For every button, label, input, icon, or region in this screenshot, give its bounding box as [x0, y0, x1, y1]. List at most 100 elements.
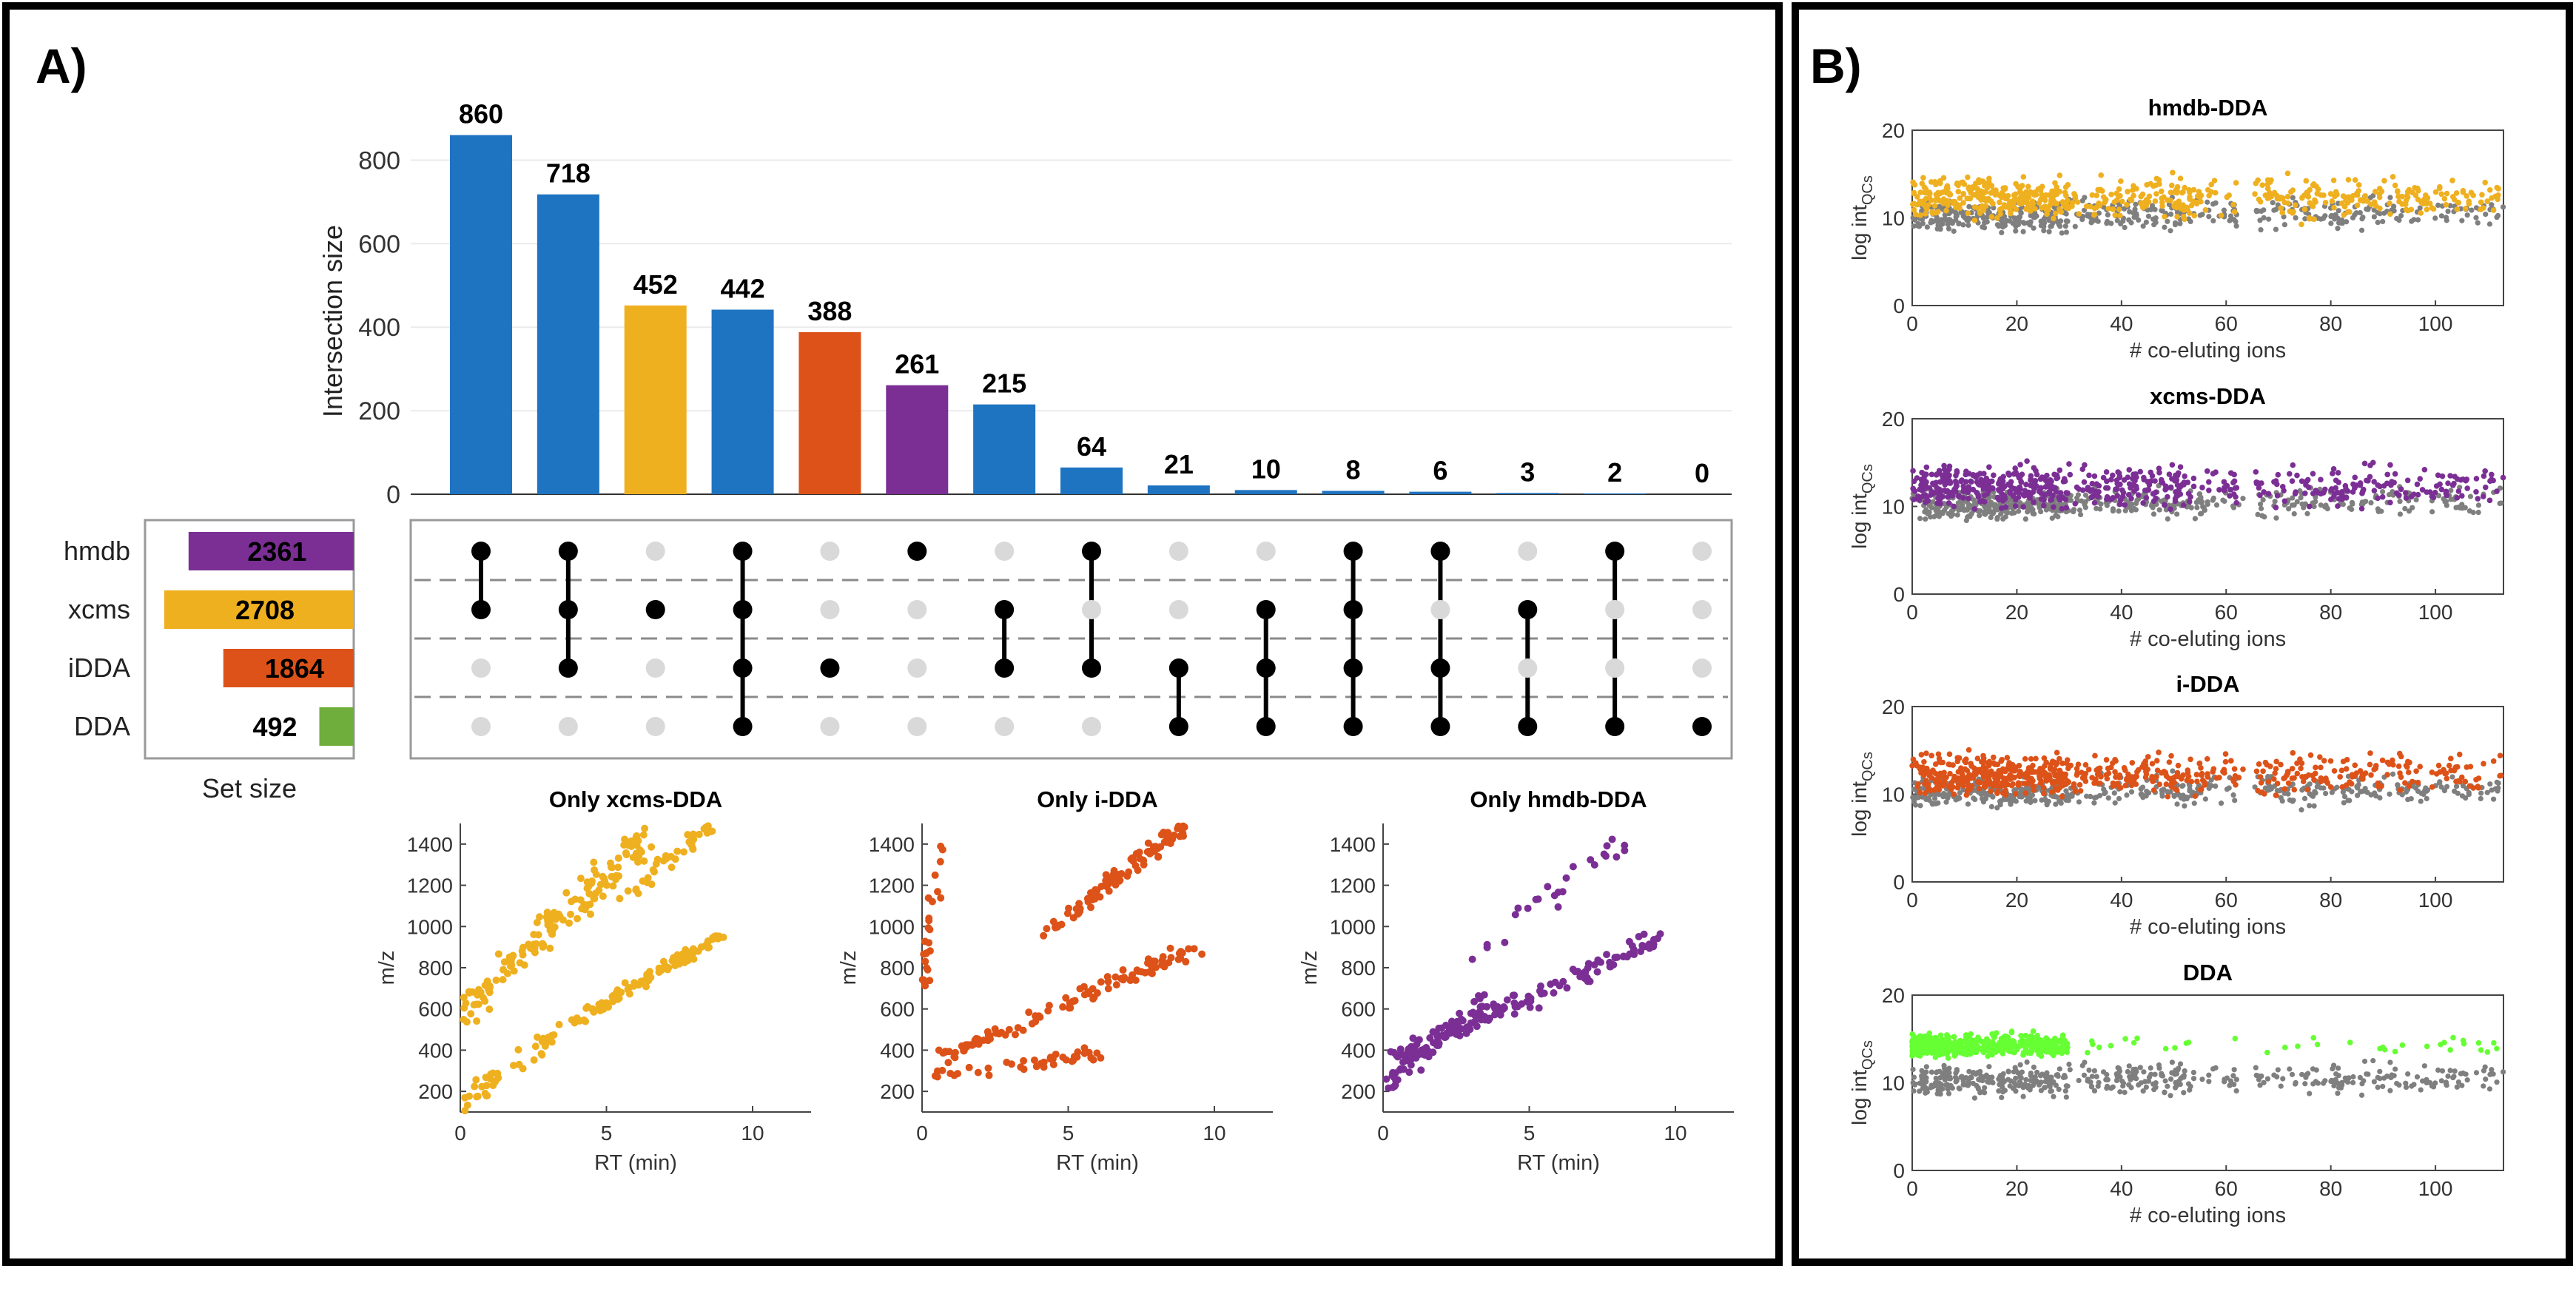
b-highlight-point [2478, 199, 2484, 205]
b-highlight-point [2271, 776, 2277, 782]
y-tick-label: 600 [358, 230, 400, 258]
b-background-point [2073, 224, 2078, 229]
b-highlight-point [1982, 493, 1988, 499]
matrix-dot-inactive [820, 542, 839, 561]
b-background-point [2322, 1078, 2327, 1083]
b-background-point [2069, 794, 2074, 799]
b-highlight-point [2259, 182, 2265, 188]
b-background-point [1953, 1079, 1958, 1084]
scatter-point [702, 942, 709, 949]
b-background-point [2405, 797, 2410, 802]
b-highlight-point [2353, 177, 2358, 183]
b-highlight-point [2057, 172, 2062, 178]
b-background-point [2054, 795, 2059, 800]
scatter-point [1140, 861, 1148, 869]
b-highlight-point [2464, 485, 2470, 491]
x-tick-label: 0 [1906, 601, 1918, 624]
b-highlight-point [2494, 488, 2500, 494]
y-tick-label: 1200 [407, 875, 453, 897]
b-highlight-point [2381, 178, 2387, 183]
b-highlight-point [1997, 488, 2002, 494]
b-highlight-point [1932, 203, 1938, 209]
b-highlight-point [2456, 488, 2462, 494]
b-background-point [2377, 1069, 2382, 1074]
b-highlight-point [2328, 758, 2334, 764]
b-background-point [2013, 1076, 2018, 1081]
b-background-point [2474, 1070, 2479, 1075]
scatter-point [460, 1016, 467, 1023]
scatter-point [1594, 968, 1601, 976]
x-tick-label: 0 [916, 1122, 928, 1145]
b-highlight-point [1960, 488, 1966, 494]
scatter-point [1106, 887, 1113, 894]
scatter-point [495, 950, 502, 957]
b-highlight-point [2124, 202, 2130, 208]
b-highlight-point [2080, 775, 2086, 781]
b-highlight-point [2151, 787, 2157, 793]
b-highlight-point [2002, 193, 2008, 199]
b-background-point [2133, 507, 2139, 512]
scatter-point [1091, 994, 1098, 1001]
scatter-point [1073, 905, 1080, 912]
scatter-point [477, 988, 485, 996]
b-highlight-point [1966, 775, 1972, 781]
b-highlight-point [2101, 475, 2107, 481]
b-background-point [2097, 793, 2102, 798]
b-highlight-point [2065, 778, 2071, 784]
b-background-point [1911, 794, 1917, 799]
b-background-point [2038, 509, 2043, 514]
b-background-point [2418, 1087, 2424, 1092]
b-background-point [2299, 1072, 2304, 1077]
b-background-point [2312, 803, 2317, 809]
x-tick-label: 40 [2110, 312, 2133, 335]
b-background-point [2076, 492, 2081, 497]
b-highlight-point [2172, 478, 2178, 484]
b-highlight-point [2403, 490, 2409, 496]
b-highlight-point [2304, 178, 2310, 184]
b-highlight-point [2071, 781, 2077, 787]
scatter-point [1020, 1057, 1027, 1065]
b-background-point [2151, 511, 2156, 516]
b-highlight-point [2253, 469, 2259, 475]
b-background-point [1966, 503, 1971, 508]
matrix-dot-inactive [646, 658, 665, 678]
b-background-point [2084, 794, 2089, 799]
b-highlight-point [2279, 210, 2285, 216]
scatter-point [995, 1030, 1003, 1037]
b-highlight-point [2308, 752, 2314, 758]
x-tick-label: 80 [2319, 1177, 2342, 1200]
scatter-point [1501, 1004, 1508, 1011]
b-background-point [2042, 1085, 2048, 1090]
scatter-point [597, 881, 605, 889]
scatter-point [536, 913, 543, 920]
b-highlight-point [2223, 751, 2229, 757]
scatter-point [967, 1041, 975, 1048]
b-background-point [2355, 785, 2360, 790]
x-tick-label: 80 [2319, 312, 2342, 335]
b-highlight-point [2328, 488, 2334, 493]
b-highlight-point [2293, 491, 2298, 496]
b-highlight-point [2167, 759, 2173, 765]
b-background-point [2038, 1079, 2043, 1085]
b-background-point [2133, 202, 2138, 207]
b-highlight-point [2013, 497, 2019, 503]
b-highlight-point [2002, 186, 2008, 192]
b-background-point [1986, 1064, 1991, 1069]
scatter-point [1087, 903, 1094, 911]
b-highlight-point [2398, 486, 2404, 492]
b-background-point [2117, 1089, 2122, 1094]
x-tick-label: 60 [2215, 601, 2238, 624]
x-tick-label: 40 [2110, 1177, 2133, 1200]
b-background-point [2335, 1091, 2340, 1096]
matrix-dot-active [1430, 717, 1450, 736]
b-highlight-point [2352, 762, 2358, 768]
scatter-point [1435, 1025, 1442, 1032]
matrix-dot-active [1257, 717, 1276, 736]
scatter-point [1097, 1054, 1104, 1062]
b-highlight-point [2310, 471, 2316, 476]
b-highlight-point [1994, 789, 2000, 795]
b-highlight-point [1934, 192, 1940, 198]
b-highlight-point [2275, 781, 2281, 786]
intersection-bar [1148, 485, 1210, 494]
b-background-point [2298, 807, 2304, 812]
